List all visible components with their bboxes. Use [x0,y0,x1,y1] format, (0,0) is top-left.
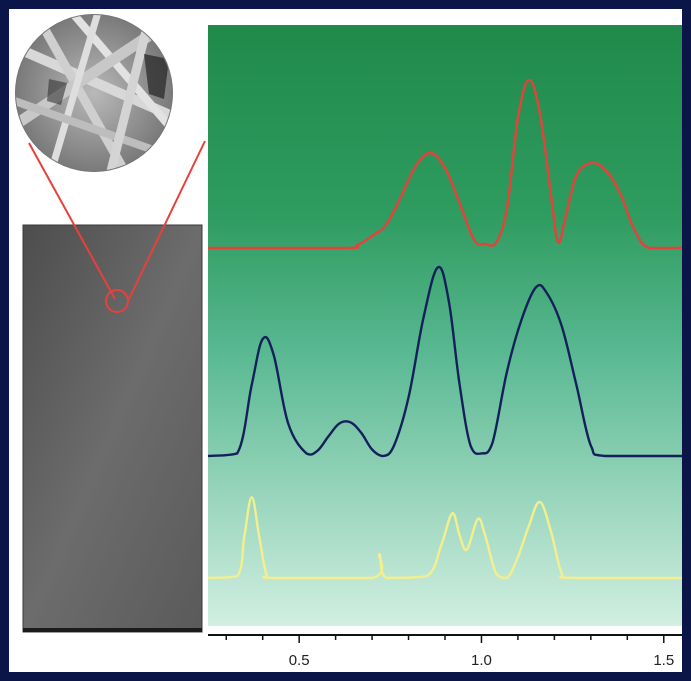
series-layer [207,78,682,580]
sem-inset-image [15,14,173,172]
series-line-3 [207,496,682,580]
x-tick-label: 1.0 [471,652,492,669]
series-line-1 [208,78,682,250]
x-tick-label: 0.5 [289,652,310,669]
series-line-2 [207,265,682,458]
frame-bottom [0,672,691,681]
zoom-circle [105,289,129,313]
plot-background [208,25,682,626]
frame-left [0,0,9,681]
zoom-indicator [28,140,206,313]
frame-top [0,0,691,9]
frame-right [682,0,691,681]
sample-photo [22,224,203,633]
x-tick-label: 1.5 [653,652,674,669]
spectra-chart: 0.5 1.0 1.5 [15,14,682,669]
x-axis: 0.5 1.0 1.5 [208,634,682,669]
figure-panel: 0.5 1.0 1.5 [9,9,682,672]
